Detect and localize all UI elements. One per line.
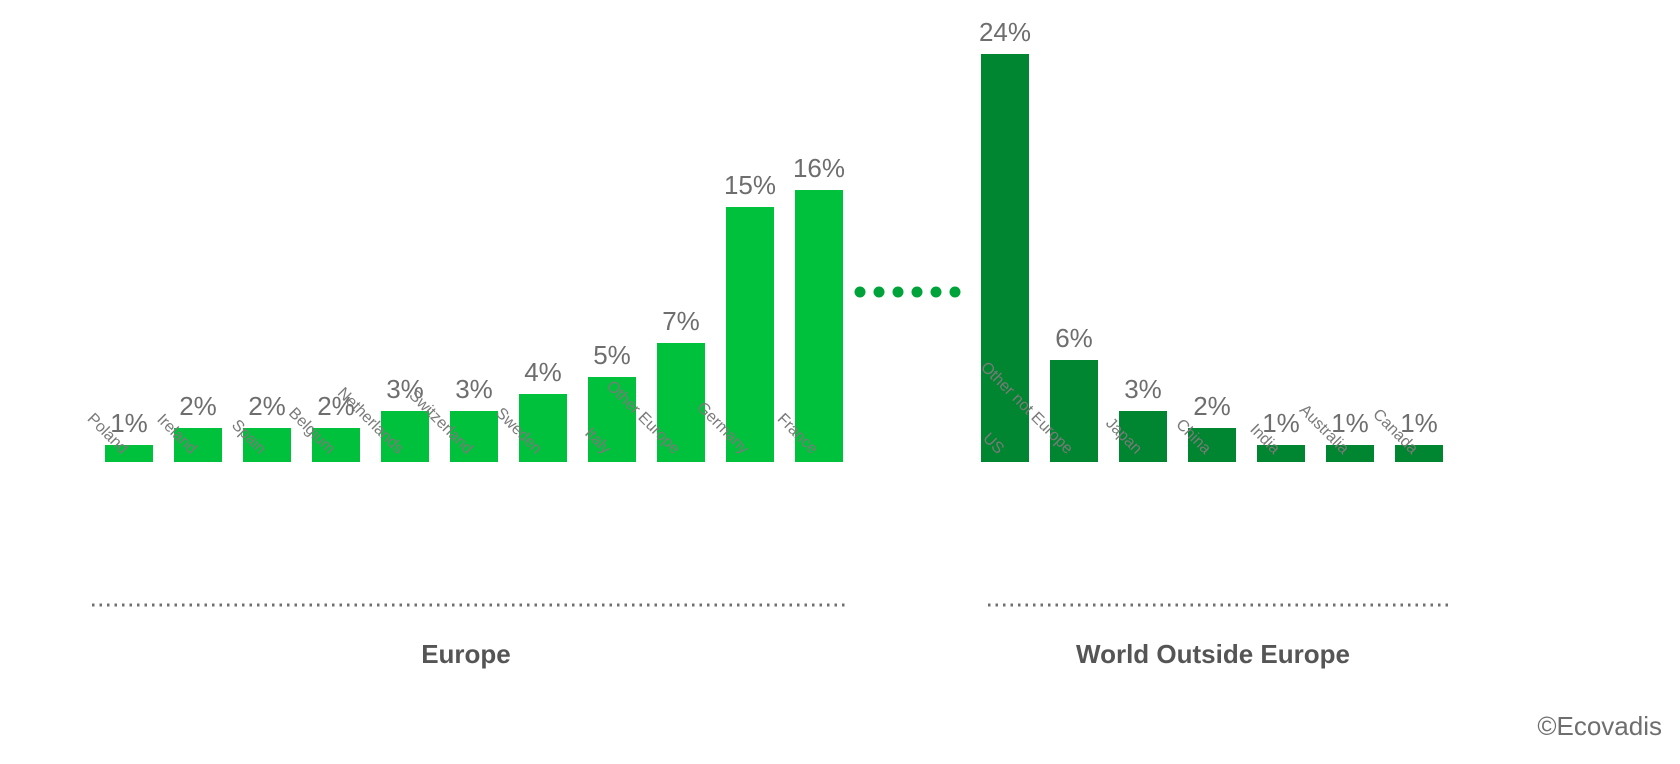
connector-dot [892,286,904,298]
value-label-other-europe: 7% [662,306,700,336]
value-label-netherlands: 3% [386,374,424,404]
bar-italy [588,377,636,462]
bar-poland [105,445,153,462]
value-label-belgium: 2% [317,391,355,421]
connector-dot [873,286,885,298]
bar-india [1257,445,1305,462]
value-label-canada: 1% [1400,408,1438,438]
bar-us [981,54,1029,462]
value-label-ireland: 2% [179,391,217,421]
connector-dot [930,286,942,298]
value-labels-layer: 1% 2% 2% 2% 3% 3% 4% 5% 7% 15% 16% 24% 6% 3% 2% 1% 1% 1% [110,17,1438,438]
bar-japan [1119,411,1167,462]
bar-australia [1326,445,1374,462]
connector-dot [854,286,866,298]
bar-china [1188,428,1236,462]
bar-spain [243,428,291,462]
connector-dots [854,286,961,298]
bar-other-not-europe [1050,360,1098,462]
value-label-china: 2% [1193,391,1231,421]
value-label-switzerland: 3% [455,374,493,404]
value-label-spain: 2% [248,391,286,421]
bar-sweden [519,394,567,462]
bar-belgium [312,428,360,462]
bar-germany [726,207,774,462]
value-label-sweden: 4% [524,357,562,387]
value-label-italy: 5% [593,340,631,370]
value-label-india: 1% [1262,408,1300,438]
bar-switzerland [450,411,498,462]
bar-canada [1395,445,1443,462]
connector-dot [911,286,923,298]
value-label-japan: 3% [1124,374,1162,404]
copyright-notice: ©Ecovadis [1537,711,1662,741]
value-label-france: 16% [793,153,845,183]
bar-france [795,190,843,462]
bar-other-europe [657,343,705,462]
value-label-australia: 1% [1331,408,1369,438]
group-label-europe: Europe [421,639,511,669]
bar-netherlands [381,411,429,462]
bar-ireland [174,428,222,462]
value-label-other-not-europe: 6% [1055,323,1093,353]
value-label-poland: 1% [110,408,148,438]
connector-dot [949,286,961,298]
value-label-us: 24% [979,17,1031,47]
bars-layer [105,54,1443,462]
value-label-germany: 15% [724,170,776,200]
group-label-world-outside-europe: World Outside Europe [1076,639,1350,669]
